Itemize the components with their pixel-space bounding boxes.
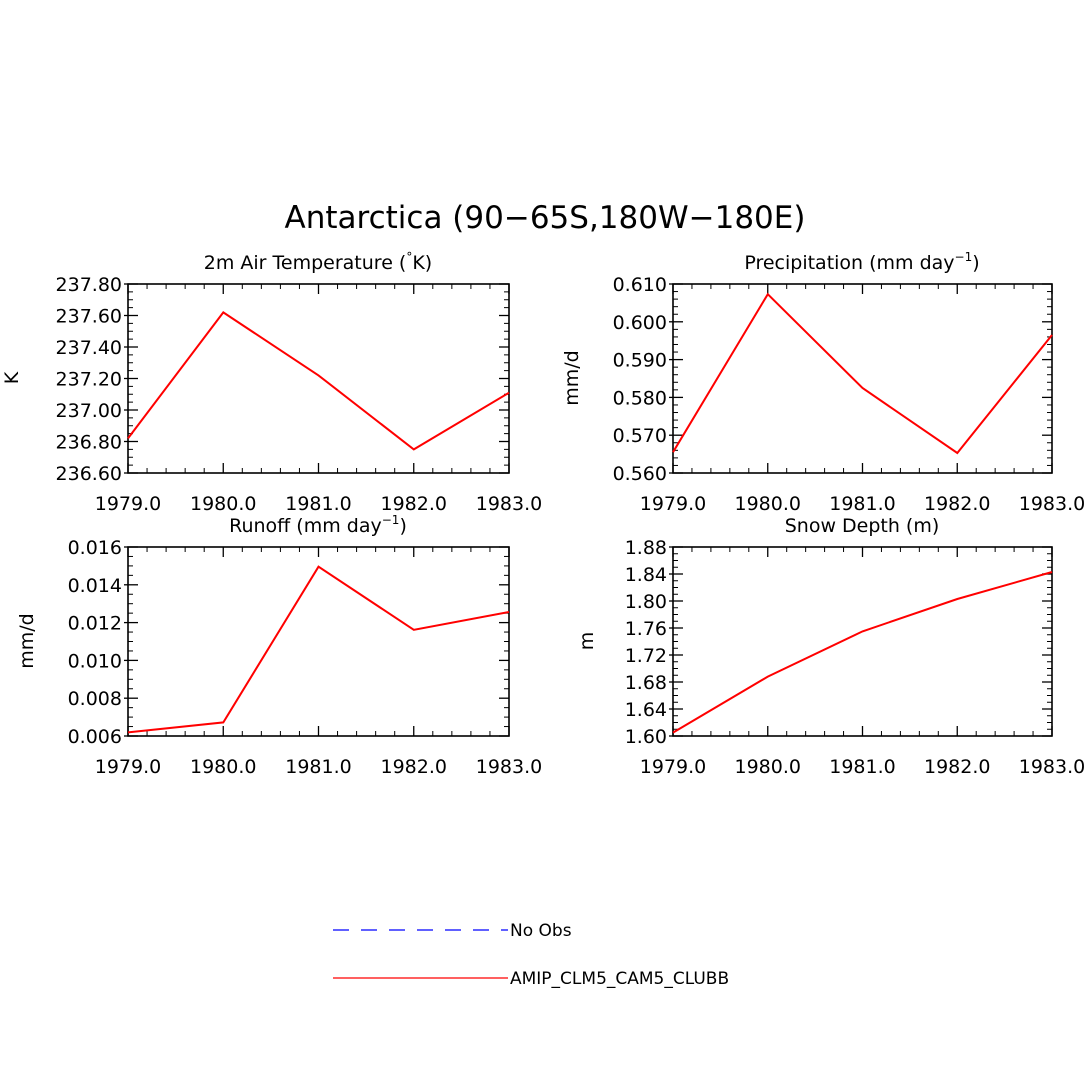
y-tick-label: 1.60	[625, 726, 667, 748]
y-tick-label: 1.72	[625, 645, 667, 667]
y-tick-label: 237.20	[56, 369, 122, 391]
y-tick-label: 237.00	[56, 400, 122, 422]
x-tick-label: 1982.0	[924, 493, 990, 515]
x-tick-label: 1983.0	[476, 756, 542, 778]
y-axis-label: mm/d	[561, 350, 583, 405]
y-tick-label: 1.80	[625, 591, 667, 613]
panel-runoff: 1979.0 1980.0 1981.0 1982.0 1983.0 0.006 0.008…	[16, 513, 542, 778]
x-tick-label: 1983.0	[1019, 493, 1085, 515]
figure-title: Antarctica (90−65S,180W−180E)	[285, 200, 806, 236]
x-tick-label: 1981.0	[829, 756, 895, 778]
x-tick-label: 1982.0	[924, 756, 990, 778]
y-tick-label: 1.84	[625, 564, 667, 586]
series-line-model	[672, 292, 1053, 455]
panel-precipitation: 1979.0 1980.0 1981.0 1982.0 1983.0 0.560 0.570…	[561, 250, 1085, 515]
y-tick-label: 0.010	[68, 650, 122, 672]
y-tick-label: 0.560	[613, 463, 667, 485]
legend-label-no-obs: No Obs	[510, 921, 572, 941]
panel-air-temperature: 1979.0 1980.0 1981.0 1982.0 1983.0 236.60 236.…	[1, 250, 542, 515]
panel-title: Runoff (mm day−1)	[229, 513, 407, 537]
panel-snow-depth: 1979.0 1980.0 1981.0 1982.0 1983.0 1.60 1.64 1.…	[576, 515, 1085, 778]
y-tick-label: 236.80	[56, 432, 122, 454]
plot-frame	[127, 546, 510, 737]
y-tick-label: 0.580	[613, 387, 667, 409]
x-tick-label: 1979.0	[640, 493, 706, 515]
series-line-model	[127, 565, 510, 734]
y-tick-label: 237.80	[56, 274, 122, 296]
y-tick-label: 0.016	[68, 537, 122, 559]
y-axis-label: K	[1, 371, 23, 384]
y-axis-label: m	[576, 632, 598, 651]
x-tick-label: 1979.0	[95, 756, 161, 778]
x-tick-label: 1982.0	[381, 493, 447, 515]
y-tick-label: 0.570	[613, 425, 667, 447]
x-tick-label: 1980.0	[735, 493, 801, 515]
y-tick-label: 0.008	[68, 688, 122, 710]
y-tick-label: 237.40	[56, 337, 122, 359]
legend-label-model: AMIP_CLM5_CAM5_CLUBB	[510, 969, 729, 989]
series-line-model	[672, 571, 1053, 734]
x-tick-label: 1980.0	[735, 756, 801, 778]
x-tick-label: 1981.0	[829, 493, 895, 515]
y-tick-label: 0.006	[68, 726, 122, 748]
y-tick-label: 1.88	[625, 537, 667, 559]
x-tick-label: 1979.0	[95, 493, 161, 515]
y-axis-label: mm/d	[16, 613, 38, 668]
y-tick-label: 0.590	[613, 350, 667, 372]
panel-title: Snow Depth (m)	[785, 515, 940, 537]
panel-title: Precipitation (mm day−1)	[744, 250, 979, 274]
y-tick-label: 0.012	[68, 613, 122, 635]
y-tick-label: 1.68	[625, 672, 667, 694]
y-tick-label: 0.600	[613, 312, 667, 334]
x-tick-label: 1980.0	[190, 493, 256, 515]
y-tick-label: 0.610	[613, 274, 667, 296]
x-tick-label: 1980.0	[190, 756, 256, 778]
plot-frame	[672, 546, 1053, 737]
y-tick-label: 1.64	[625, 699, 667, 721]
x-tick-label: 1983.0	[476, 493, 542, 515]
x-tick-label: 1983.0	[1019, 756, 1085, 778]
panel-title: 2m Air Temperature (°K)	[204, 250, 432, 274]
y-tick-label: 1.76	[625, 618, 667, 640]
plot-frame	[672, 283, 1053, 474]
y-tick-label: 237.60	[56, 306, 122, 328]
y-tick-label: 0.014	[68, 575, 122, 597]
x-tick-label: 1981.0	[285, 756, 351, 778]
x-tick-label: 1979.0	[640, 756, 706, 778]
series-line-model	[127, 311, 510, 451]
legend: No Obs AMIP_CLM5_CAM5_CLUBB	[333, 921, 729, 989]
x-tick-label: 1981.0	[285, 493, 351, 515]
x-tick-label: 1982.0	[381, 756, 447, 778]
y-tick-label: 236.60	[56, 463, 122, 485]
plot-frame	[127, 283, 510, 474]
